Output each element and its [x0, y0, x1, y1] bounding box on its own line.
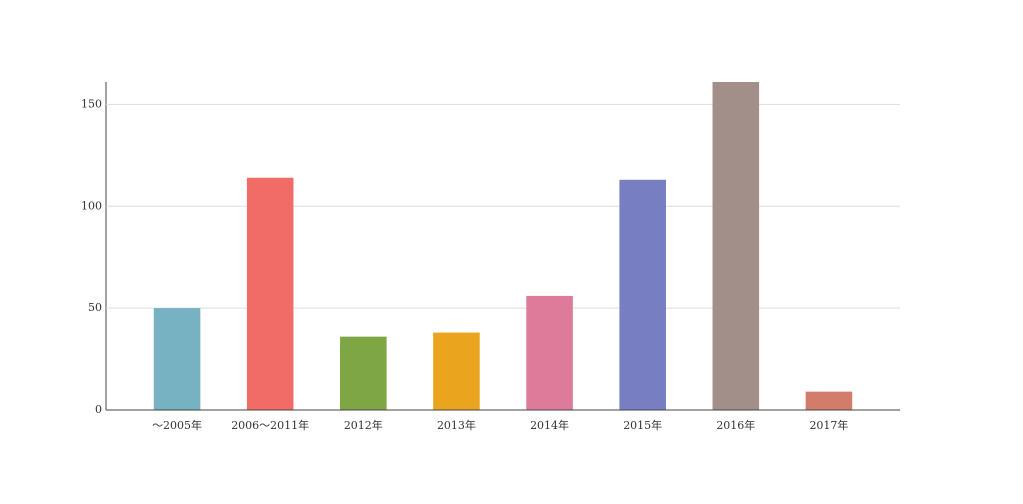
x-tick-label: 2013年: [437, 418, 476, 432]
bar: [526, 295, 573, 410]
bar: [805, 391, 853, 410]
x-tick-label: 2015年: [623, 418, 662, 432]
x-tick-label: 2016年: [716, 418, 755, 432]
y-tick-label: 50: [88, 301, 102, 314]
bar: [712, 82, 760, 410]
bar: [340, 336, 387, 410]
y-tick-label: 150: [81, 97, 102, 110]
x-tick-label: 2006～2011年: [231, 418, 309, 432]
bar: [433, 332, 480, 410]
x-tick-label: ～2005年: [152, 418, 202, 432]
y-tick-label: 100: [81, 199, 102, 212]
bar: [246, 177, 294, 410]
bar: [619, 179, 666, 410]
bar: [153, 308, 201, 410]
y-tick-label: 0: [95, 403, 102, 416]
x-tick-label: 2012年: [344, 418, 383, 432]
x-tick-label: 2017年: [809, 418, 848, 432]
x-tick-label: 2014年: [530, 418, 569, 432]
